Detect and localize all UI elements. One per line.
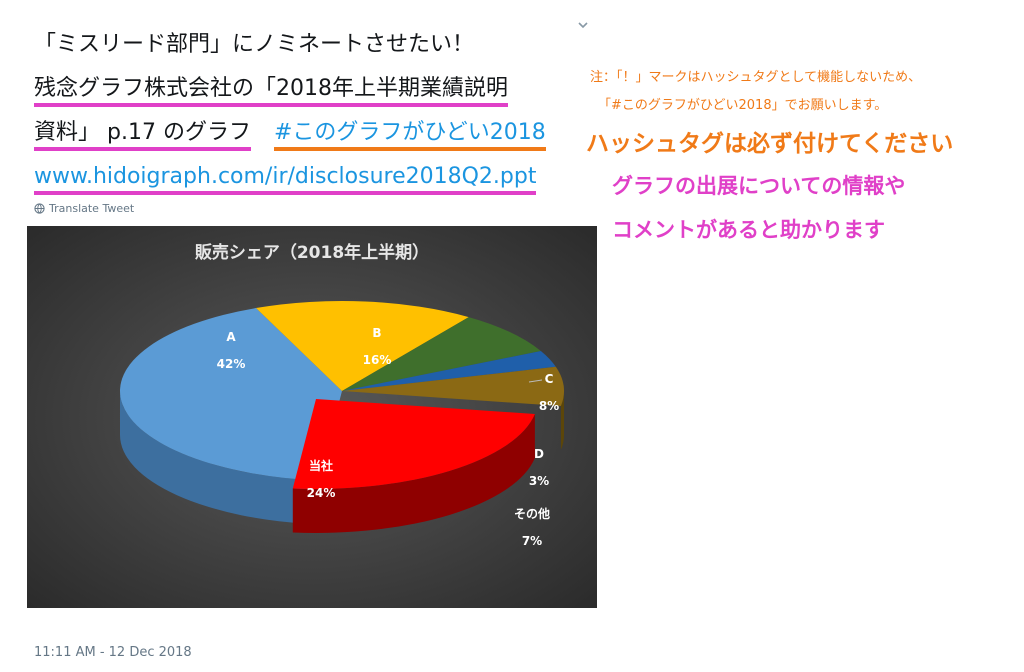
translate-tweet-link[interactable]: Translate Tweet	[34, 202, 134, 215]
pie-slice-C	[342, 317, 541, 391]
pie-side-other	[560, 391, 564, 451]
label-c-pct: 8%	[539, 399, 559, 413]
request-line-1: グラフの出展についての情報や	[612, 174, 906, 198]
label-ours-pct: 24%	[307, 486, 336, 500]
tweet-timestamp[interactable]: 11:11 AM - 12 Dec 2018	[34, 645, 192, 660]
pie-side-A	[120, 391, 319, 525]
chevron-down-icon[interactable]	[576, 18, 590, 32]
hashtag-reminder: ハッシュタグは必ず付けてください	[586, 131, 954, 157]
translate-label: Translate Tweet	[49, 202, 135, 215]
label-other: その他	[514, 506, 550, 521]
tweet-line-3: 資料」 p.17 のグラフ #このグラフがひどい2018	[34, 118, 546, 151]
leader-line-c	[528, 379, 543, 383]
pie-side-ours	[292, 414, 535, 533]
label-d: D	[534, 447, 544, 461]
tweet-line-2: 残念グラフ株式会社の「2018年上半期業績説明	[34, 74, 508, 107]
pie-chart: 販売シェア（2018年上半期） A 42% B 16% C 8% D 3% 当社…	[27, 226, 597, 608]
tweet-line-4: www.hidoigraph.com/ir/disclosure2018Q2.p…	[34, 162, 537, 195]
globe-icon	[34, 203, 45, 214]
label-other-pct: 7%	[522, 534, 542, 548]
label-b-pct: 16%	[363, 353, 392, 367]
label-d-pct: 3%	[529, 474, 549, 488]
tweet-line-2-text: 残念グラフ株式会社の「2018年上半期業績説明	[34, 76, 508, 107]
note-line-1: 注：「！」マークはハッシュタグとして機能しないため、	[590, 70, 922, 85]
pie-slice-A	[119, 308, 342, 481]
pie-slice-ours	[292, 399, 535, 489]
url-link[interactable]: www.hidoigraph.com/ir/disclosure2018Q2.p…	[34, 164, 537, 195]
pie-slice-B	[255, 301, 469, 391]
chart-title: 販売シェア（2018年上半期）	[195, 242, 429, 263]
tweet-line-1: 「ミスリード部門」にノミネートさせたい！	[34, 32, 475, 57]
pie-slice-D	[342, 350, 556, 391]
pie-slice-other	[342, 366, 564, 407]
label-c: C	[545, 372, 554, 386]
request-line-2: コメントがあると助かります	[612, 218, 885, 242]
tweet-line-3-text: 資料」 p.17 のグラフ	[34, 120, 251, 151]
label-a: A	[226, 330, 236, 344]
note-line-2: 「#このグラフがひどい2018」でお願いします。	[598, 98, 888, 113]
label-a-pct: 42%	[217, 357, 246, 371]
label-ours: 当社	[309, 458, 333, 473]
label-b: B	[372, 326, 381, 340]
hashtag-link[interactable]: #このグラフがひどい2018	[273, 120, 546, 151]
